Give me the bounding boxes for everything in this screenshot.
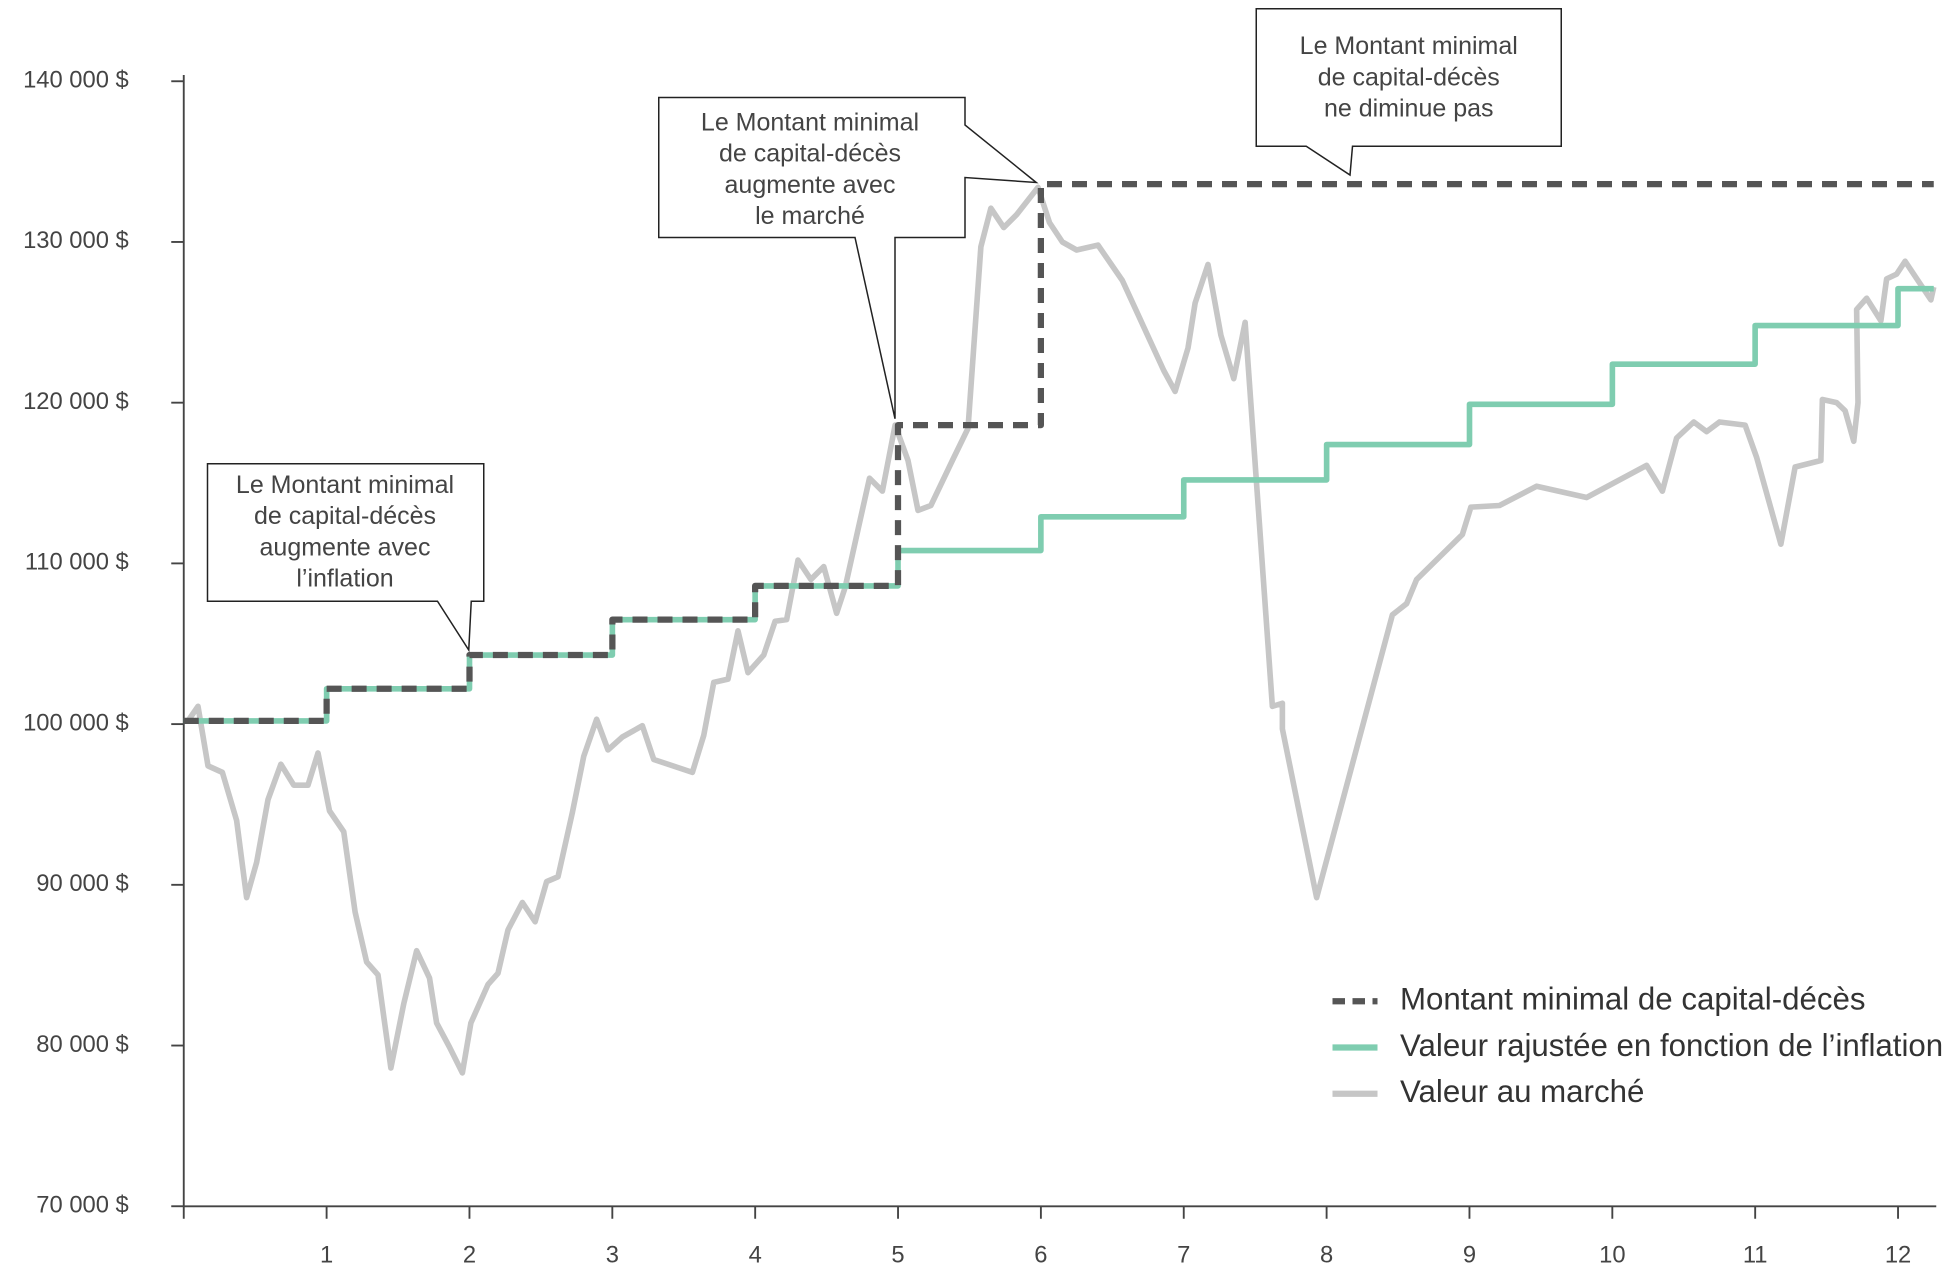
- y-tick-label: 80 000 $: [36, 1031, 128, 1058]
- series-line: [185, 184, 1937, 1076]
- x-tick-label: 12: [1885, 1242, 1911, 1264]
- x-tick-label: 9: [1463, 1242, 1476, 1264]
- callout-text: de capital-décès: [719, 140, 901, 168]
- y-tick-label: 130 000 $: [23, 227, 129, 254]
- x-tick-label: 3: [606, 1242, 619, 1264]
- x-tick-label: 11: [1743, 1242, 1768, 1264]
- x-tick-label: 10: [1599, 1242, 1625, 1264]
- callout-text: de capital-décès: [1318, 63, 1500, 91]
- x-tick-label: 7: [1177, 1242, 1190, 1264]
- y-tick-label: 140 000 $: [23, 67, 129, 94]
- callout-text: l’inflation: [296, 565, 393, 593]
- x-tick-label: 4: [749, 1242, 762, 1264]
- y-tick-label: 90 000 $: [36, 870, 128, 897]
- callout-box: [658, 96, 1039, 419]
- y-tick-label: 110 000 $: [25, 549, 129, 576]
- legend-label: Valeur au marché: [1400, 1074, 1644, 1109]
- y-tick-label: 120 000 $: [23, 388, 129, 415]
- callout-text: Le Montant minimal: [236, 471, 454, 499]
- legend-label: Montant minimal de capital-décès: [1400, 982, 1866, 1017]
- x-tick-label: 2: [463, 1242, 476, 1264]
- x-tick-label: 1: [320, 1242, 333, 1264]
- callout-text: ne diminue pas: [1324, 95, 1494, 123]
- series-line: [183, 180, 1934, 724]
- callout-text: augmente avec: [725, 171, 896, 199]
- callout-text: Le Montant minimal: [701, 108, 919, 136]
- callout-text: de capital-décès: [254, 502, 436, 530]
- callout-text: Le Montant minimal: [1300, 32, 1518, 60]
- y-tick-label: 100 000 $: [23, 709, 129, 736]
- callout-box: [1255, 7, 1562, 177]
- legend-label: Valeur rajustée en fonction de l’inflati…: [1400, 1028, 1943, 1063]
- x-tick-label: 8: [1320, 1242, 1333, 1264]
- y-tick-label: 70 000 $: [36, 1192, 128, 1219]
- callout-box: [206, 462, 485, 653]
- callout-text: le marché: [755, 202, 865, 230]
- x-tick-label: 5: [891, 1242, 904, 1264]
- x-tick-label: 6: [1034, 1242, 1047, 1264]
- callout-text: augmente avec: [260, 533, 431, 561]
